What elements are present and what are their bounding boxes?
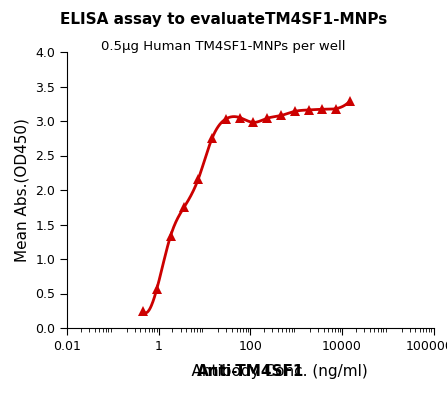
Text: Anti-TM4SF1: Anti-TM4SF1 bbox=[197, 364, 304, 379]
Text: 0.5μg Human TM4SF1-MNPs per well: 0.5μg Human TM4SF1-MNPs per well bbox=[101, 40, 346, 53]
Text: ELISA assay to evaluateTM4SF1-MNPs: ELISA assay to evaluateTM4SF1-MNPs bbox=[60, 12, 387, 27]
Text: Antibody Conc. (ng/ml): Antibody Conc. (ng/ml) bbox=[133, 364, 368, 379]
Y-axis label: Mean Abs.(OD450): Mean Abs.(OD450) bbox=[15, 118, 30, 262]
